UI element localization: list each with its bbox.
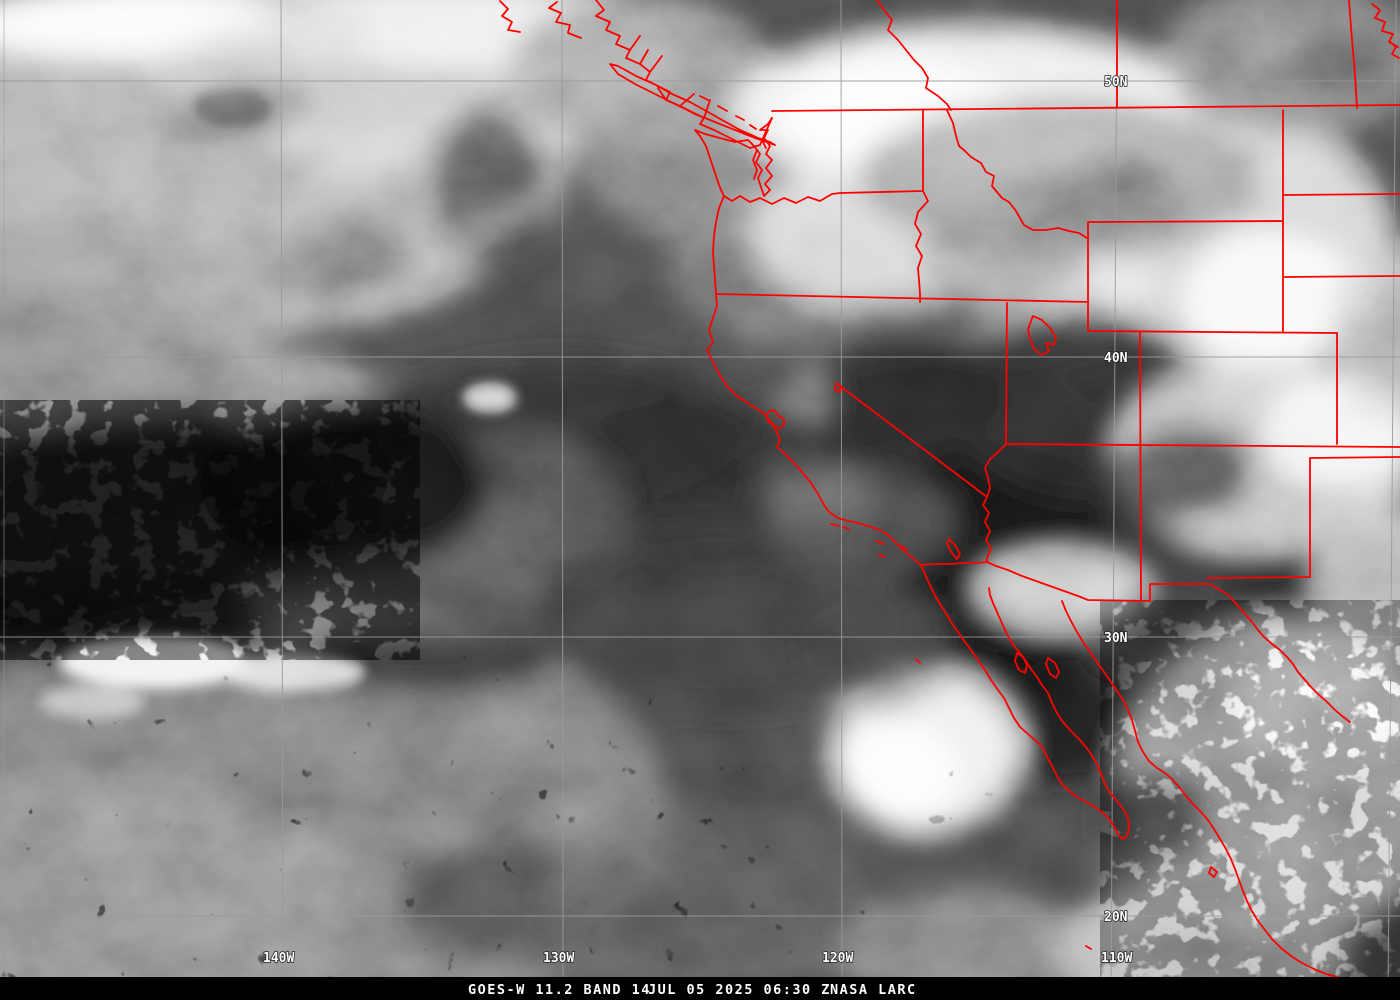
- status-bar-background: [0, 977, 1400, 1000]
- status-bar: GOES-W 11.2 BAND 14 JUL 05 2025 06:30 Z …: [0, 977, 1400, 1000]
- border-nm-tx: [1206, 456, 1400, 579]
- border-37n: [1005, 443, 1400, 448]
- baja-california-coast: [920, 564, 1130, 840]
- lat-label-50n: 50N: [1104, 75, 1128, 90]
- small-islands: [915, 658, 1218, 950]
- border-dakotas: [1282, 193, 1400, 278]
- salton-sea: [946, 538, 961, 560]
- lat-label-30n: 30N: [1104, 631, 1128, 646]
- status-credit-label: NASA LARC: [830, 982, 917, 998]
- coordinate-labels: 50N 40N 30N 20N 140W 130W 120W 110W: [262, 74, 1133, 967]
- gridline-110w: [1110, 0, 1118, 1000]
- washington-coast: [694, 117, 773, 197]
- border-us-mexico: [920, 561, 1351, 723]
- border-sk-mb: [1348, 0, 1358, 109]
- gridline-130w: [561, 0, 564, 1000]
- gridline-120w: [840, 0, 843, 1000]
- lake-tahoe: [834, 382, 842, 393]
- lat-label-20n: 20N: [1104, 910, 1128, 925]
- border-wyoming: [1087, 109, 1338, 334]
- status-product-label: GOES-W 11.2 BAND 14: [468, 982, 651, 998]
- border-id-mt: [946, 109, 1088, 239]
- border-id-west: [914, 109, 929, 303]
- san-francisco-bay: [765, 409, 786, 430]
- lat-label-40n: 40N: [1104, 351, 1128, 366]
- map-boundary-overlay: [499, 0, 1400, 978]
- lon-label-140w: 140W: [263, 951, 294, 966]
- mexico-mainland-coast: [1061, 600, 1338, 978]
- canadian-lakes: [1371, 3, 1400, 59]
- gridline-100w: [1387, 0, 1397, 1000]
- great-salt-lake: [1027, 315, 1057, 356]
- lon-label-110w: 110W: [1101, 951, 1132, 966]
- status-timestamp-label: JUL 05 2025 06:30 Z: [648, 982, 831, 998]
- border-nv-ut: [1005, 302, 1008, 445]
- border-bc-ab: [876, 0, 952, 111]
- channel-islands: [830, 523, 908, 558]
- gridline-140w: [280, 0, 284, 1000]
- border-wa-or: [723, 190, 924, 205]
- border-42n: [715, 293, 1089, 303]
- border-canada-49n: [771, 104, 1400, 112]
- border-109w: [1139, 332, 1142, 601]
- lon-label-130w: 130W: [543, 951, 574, 966]
- border-ca-nv-colorado-river: [839, 385, 1007, 563]
- vancouver-island: [609, 63, 776, 146]
- gulf-islands: [1014, 652, 1060, 679]
- lon-label-120w: 120W: [822, 951, 853, 966]
